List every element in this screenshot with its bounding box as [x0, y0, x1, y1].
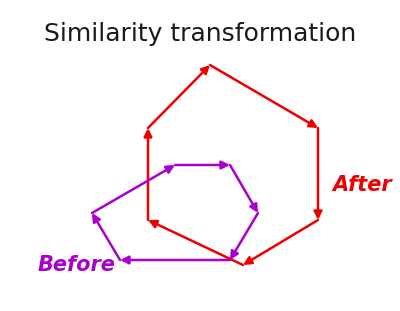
FancyArrowPatch shape: [175, 162, 227, 168]
FancyArrowPatch shape: [210, 65, 316, 127]
Text: After: After: [332, 175, 392, 195]
FancyArrowPatch shape: [150, 221, 243, 265]
Text: Before: Before: [38, 255, 116, 275]
FancyArrowPatch shape: [145, 131, 151, 220]
Text: Similarity transformation: Similarity transformation: [44, 22, 356, 46]
FancyArrowPatch shape: [94, 216, 120, 260]
FancyArrowPatch shape: [92, 166, 172, 213]
FancyArrowPatch shape: [148, 67, 208, 128]
FancyArrowPatch shape: [245, 220, 318, 263]
FancyArrowPatch shape: [123, 257, 230, 263]
FancyArrowPatch shape: [230, 165, 256, 211]
FancyArrowPatch shape: [315, 128, 321, 217]
FancyArrowPatch shape: [232, 213, 258, 258]
